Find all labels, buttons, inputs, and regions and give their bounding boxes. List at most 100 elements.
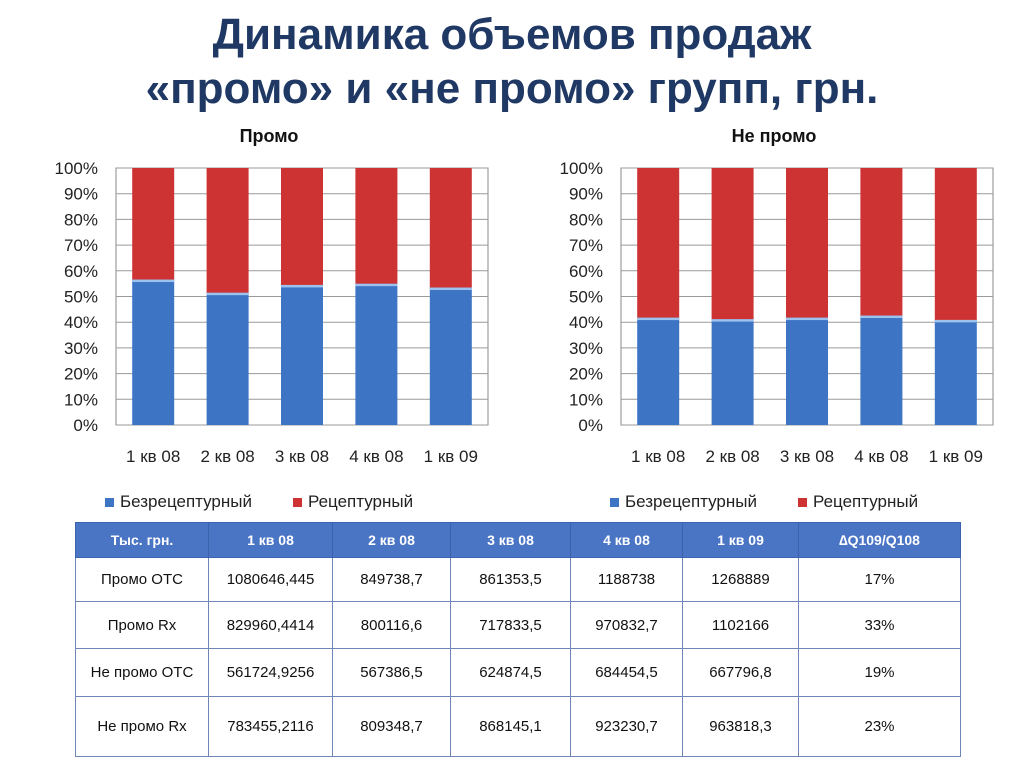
table-header-cell: ∆Q109/Q108 — [798, 522, 961, 558]
chart-promo: Промо 0% 10% 20% 30% 40% 50% 60% 70% 80% 90% 100% 1 … — [55, 126, 489, 511]
legend-swatch-otc — [610, 498, 619, 507]
legend-label: Безрецептурный — [625, 492, 757, 511]
table-cell: 1188738 — [570, 557, 683, 602]
table-cell: 717833,5 — [450, 601, 571, 649]
bar-rx — [206, 168, 249, 293]
legend-swatch-rx — [293, 498, 302, 507]
table-cell: 17% — [798, 557, 961, 602]
table-cell: Не промо Rx — [75, 696, 209, 757]
bar-top-highlight — [637, 317, 680, 321]
bar-top-highlight — [355, 283, 398, 287]
x-tick-label: 1 кв 08 — [126, 447, 180, 466]
table-cell: 567386,5 — [332, 648, 451, 697]
legend-swatch-otc — [105, 498, 114, 507]
y-tick-label: 10% — [569, 390, 603, 409]
bar-otc — [429, 287, 472, 425]
y-tick-label: 90% — [64, 185, 98, 204]
table-cell: 19% — [798, 648, 961, 697]
chart-title: Промо — [240, 126, 299, 146]
y-tick-label: 40% — [569, 313, 603, 332]
bar-rx — [860, 168, 903, 316]
x-tick-label: 2 кв 08 — [200, 447, 254, 466]
legend-label: Безрецептурный — [120, 492, 252, 511]
x-tick-label: 3 кв 08 — [275, 447, 329, 466]
slide-title: Динамика объемов продаж «промо» и «не пр… — [0, 8, 1024, 116]
y-tick-label: 10% — [64, 390, 98, 409]
x-tick-label: 4 кв 08 — [349, 447, 403, 466]
bar-rx — [786, 168, 828, 318]
bar-rx — [711, 168, 754, 320]
bar-otc — [934, 319, 977, 425]
y-tick-label: 30% — [569, 339, 603, 358]
table-header-cell: 1 кв 09 — [682, 522, 799, 558]
y-tick-label: 20% — [569, 365, 603, 384]
bar-top-highlight — [429, 287, 472, 291]
bar-top-highlight — [786, 317, 828, 321]
y-tick-label: 90% — [569, 185, 603, 204]
bar-top-highlight — [206, 292, 249, 296]
table-cell: 783455,2116 — [208, 696, 333, 757]
table-cell: 829960,4414 — [208, 601, 333, 649]
y-tick-label: 60% — [64, 262, 98, 281]
bar-rx — [934, 168, 977, 320]
y-tick-label: 70% — [569, 236, 603, 255]
title-line-2: «промо» и «не промо» групп, грн. — [145, 64, 879, 113]
x-tick-label: 3 кв 08 — [780, 447, 834, 466]
bar-rx — [132, 168, 175, 280]
y-tick-label: 60% — [569, 262, 603, 281]
y-tick-label: 50% — [569, 288, 603, 307]
table-cell: 849738,7 — [332, 557, 451, 602]
table-cell: 23% — [798, 696, 961, 757]
y-tick-label: 40% — [64, 313, 98, 332]
chart-non-promo: Не промо 0% 10% 20% 30% 40% 50% 60% 70% 80% 90% 100… — [560, 126, 994, 511]
title-line-1: Динамика объемов продаж — [212, 10, 812, 59]
table-row: Не промо ОТС 561724,9256 567386,5 624874… — [75, 648, 961, 697]
table-cell: 684454,5 — [570, 648, 683, 697]
x-tick-label: 4 кв 08 — [854, 447, 908, 466]
bar-otc — [132, 279, 175, 425]
y-tick-label: 70% — [64, 236, 98, 255]
table-header-row: Тыс. грн. 1 кв 08 2 кв 08 3 кв 08 4 кв 0… — [75, 522, 961, 558]
table-cell: 667796,8 — [682, 648, 799, 697]
bar-otc — [637, 317, 680, 425]
table-cell: 1102166 — [682, 601, 799, 649]
bar-top-highlight — [281, 284, 323, 288]
table-cell: 923230,7 — [570, 696, 683, 757]
table-cell: Промо ОТС — [75, 557, 209, 602]
y-tick-label: 30% — [64, 339, 98, 358]
y-tick-label: 50% — [64, 288, 98, 307]
bar-top-highlight — [711, 319, 754, 322]
bar-otc — [711, 319, 754, 425]
y-tick-label: 80% — [569, 210, 603, 229]
x-tick-label: 1 кв 09 — [929, 447, 983, 466]
bar-rx — [429, 168, 472, 288]
table-header-cell: Тыс. грн. — [75, 522, 209, 558]
legend-swatch-rx — [798, 498, 807, 507]
table-cell: 963818,3 — [682, 696, 799, 757]
bar-otc — [860, 315, 903, 425]
x-tick-label: 1 кв 08 — [631, 447, 685, 466]
bar-top-highlight — [860, 315, 903, 319]
table-cell: 800116,6 — [332, 601, 451, 649]
x-tick-label: 2 кв 08 — [705, 447, 759, 466]
bar-otc — [206, 292, 249, 425]
table-cell: Не промо ОТС — [75, 648, 209, 697]
table-cell: 1080646,445 — [208, 557, 333, 602]
bar-otc — [355, 283, 398, 425]
table-cell: 1268889 — [682, 557, 799, 602]
table-row: Промо ОТС 1080646,445 849738,7 861353,5 … — [75, 557, 961, 602]
table-header-cell: 2 кв 08 — [332, 522, 451, 558]
bar-rx — [637, 168, 680, 318]
sales-table: Тыс. грн. 1 кв 08 2 кв 08 3 кв 08 4 кв 0… — [75, 522, 961, 757]
table-header-cell: 4 кв 08 — [570, 522, 683, 558]
y-tick-label: 100% — [560, 159, 603, 178]
table-cell: 809348,7 — [332, 696, 451, 757]
table-cell: Промо Rx — [75, 601, 209, 649]
table-cell: 33% — [798, 601, 961, 649]
bar-otc — [281, 284, 323, 425]
table-cell: 624874,5 — [450, 648, 571, 697]
bar-top-highlight — [934, 319, 977, 323]
bar-rx — [281, 168, 323, 285]
table-row: Не промо Rx 783455,2116 809348,7 868145,… — [75, 696, 961, 757]
table-header-cell: 1 кв 08 — [208, 522, 333, 558]
